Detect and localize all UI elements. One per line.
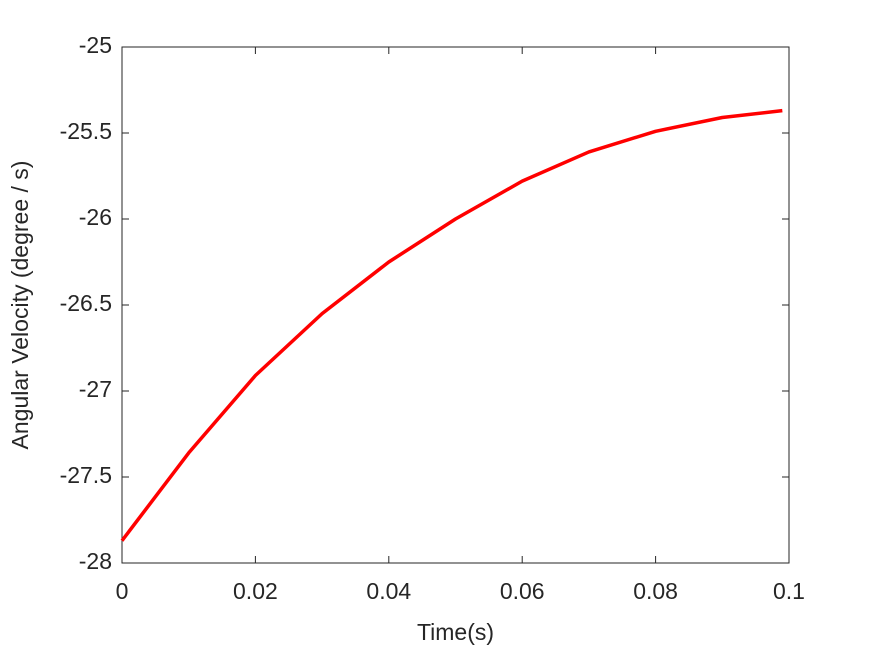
y-tick-label: -25.5 <box>60 118 112 144</box>
y-tick-label: -28 <box>79 548 112 574</box>
y-tick-label: -27.5 <box>60 462 112 488</box>
y-tick-label: -27 <box>79 376 112 402</box>
y-tick-label: -25 <box>79 32 112 58</box>
x-tick-label: 0.06 <box>500 578 545 604</box>
plot-box <box>121 46 790 564</box>
x-tick-label: 0.1 <box>773 578 805 604</box>
data-line <box>120 108 783 542</box>
y-tick-label: -26.5 <box>60 290 112 316</box>
x-axis-label: Time(s) <box>417 619 494 645</box>
x-tick-label: 0 <box>116 578 129 604</box>
y-axis-label: Angular Velocity (degree / s) <box>7 161 33 450</box>
y-tick-label: -26 <box>79 204 112 230</box>
x-tick-label: 0.02 <box>233 578 278 604</box>
x-tick-label: 0.04 <box>366 578 411 604</box>
x-tick-label: 0.08 <box>633 578 678 604</box>
